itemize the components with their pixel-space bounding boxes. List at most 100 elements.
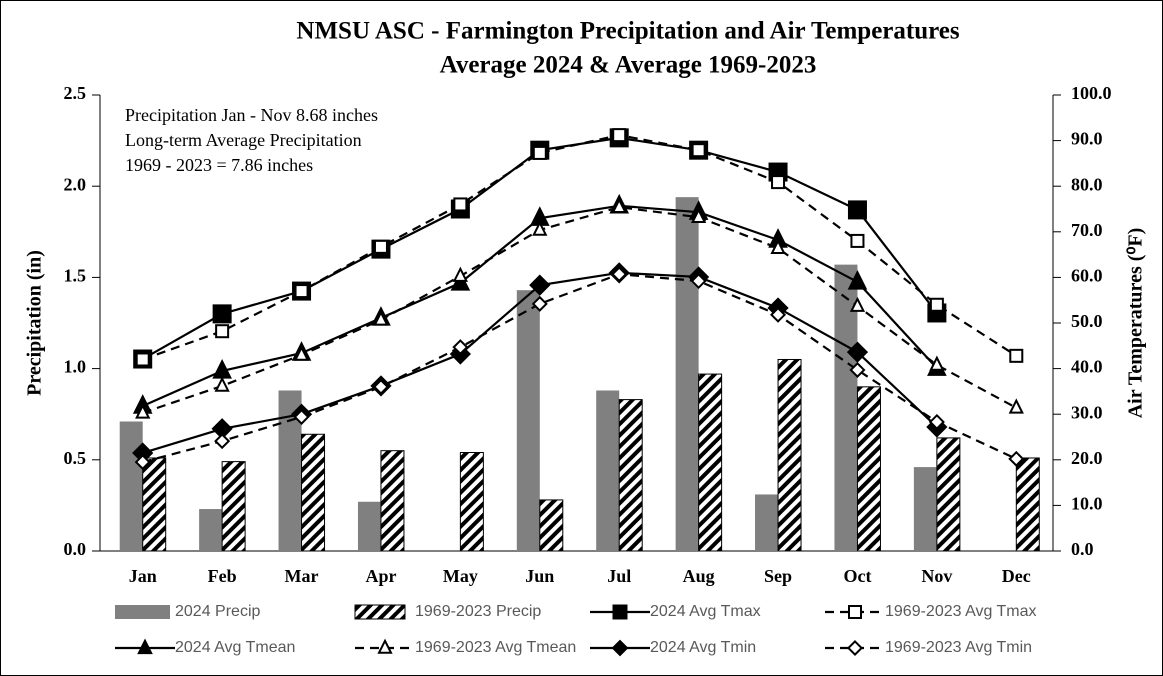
marker <box>691 207 707 224</box>
y-tick-label: 1.5 <box>64 266 87 286</box>
legend-item: 1969-2023 Precip <box>354 603 541 620</box>
marker <box>293 345 310 361</box>
marker <box>928 413 945 430</box>
marker <box>214 376 230 392</box>
legend-item: 2024 Avg Tmean <box>115 638 295 656</box>
bar <box>596 390 620 551</box>
bar <box>755 494 779 551</box>
legend-label: 2024 Precip <box>175 603 260 620</box>
marker <box>453 197 468 212</box>
marker <box>848 605 862 619</box>
marker <box>212 304 232 324</box>
legend-item: 1969-2023 Avg Tmean <box>355 638 576 656</box>
x-tick-label: Jan <box>129 566 157 586</box>
marker <box>846 639 864 657</box>
annotation: Long-term Average Precipitation <box>125 130 362 150</box>
marker <box>847 270 868 290</box>
marker <box>850 233 865 248</box>
legend-label: 1969-2023 Precip <box>415 603 541 620</box>
bar <box>380 450 405 552</box>
legend-label: 1969-2023 Avg Tmean <box>415 639 576 656</box>
x-tick-label: Mar <box>285 566 319 586</box>
bar <box>516 290 540 551</box>
y2-axis-label: Air Temperatures (⁰F) <box>1125 228 1147 419</box>
y-tick-label: 1.0 <box>64 357 87 377</box>
marker <box>373 239 388 254</box>
marker <box>1009 348 1024 363</box>
marker <box>452 339 469 356</box>
marker <box>215 324 230 339</box>
marker <box>612 128 627 143</box>
y2-tick-label: 50.0 <box>1071 311 1103 331</box>
y-tick-label: 2.5 <box>64 83 87 103</box>
chart-title: NMSU ASC - Farmington Precipitation and … <box>296 18 959 45</box>
bar <box>278 390 302 551</box>
legend-label: 2024 Avg Tmean <box>175 639 295 656</box>
bar <box>675 197 699 552</box>
y2-tick-label: 20.0 <box>1071 448 1103 468</box>
marker <box>532 145 547 160</box>
marker <box>929 297 944 312</box>
marker <box>1008 450 1025 467</box>
marker <box>293 408 310 425</box>
marker <box>849 361 866 378</box>
y-tick-label: 2.0 <box>64 174 87 194</box>
bar <box>913 467 937 551</box>
marker <box>611 197 627 213</box>
marker <box>135 403 151 419</box>
marker <box>137 638 153 655</box>
marker <box>529 274 551 296</box>
y2-tick-label: 100.0 <box>1071 83 1112 103</box>
marker <box>612 604 628 620</box>
y-tick-label: 0.0 <box>64 539 87 559</box>
bar <box>357 501 381 551</box>
bar <box>221 461 246 552</box>
marker <box>847 200 867 220</box>
marker <box>691 143 706 158</box>
annotation: 1969 - 2023 = 7.86 inches <box>125 155 313 175</box>
legend-item: 1969-2023 Avg Tmin <box>825 639 1032 656</box>
x-tick-label: Jul <box>607 566 631 586</box>
legend-item: 2024 Avg Tmax <box>590 603 761 620</box>
bar <box>301 433 326 552</box>
marker <box>294 284 309 299</box>
legend-label: 2024 Avg Tmax <box>650 603 761 620</box>
marker <box>372 378 389 395</box>
line <box>142 206 1017 414</box>
x-tick-label: Feb <box>208 566 237 586</box>
bar <box>618 399 643 552</box>
legend-label: 1969-2023 Avg Tmax <box>885 603 1037 620</box>
marker <box>690 273 707 290</box>
legend-label: 1969-2023 Avg Tmin <box>885 639 1032 656</box>
y-tick-label: 0.5 <box>64 448 87 468</box>
marker <box>134 454 151 471</box>
marker <box>929 355 945 371</box>
x-tick-label: Oct <box>843 566 871 586</box>
y-axis-label: Precipitation (in) <box>24 250 46 396</box>
marker <box>771 175 786 190</box>
x-tick-label: May <box>443 566 478 586</box>
y2-tick-label: 60.0 <box>1071 266 1103 286</box>
marker <box>135 352 150 367</box>
x-tick-label: Apr <box>365 566 396 586</box>
y2-tick-label: 30.0 <box>1071 402 1103 422</box>
y2-tick-label: 10.0 <box>1071 494 1103 514</box>
bar <box>777 358 802 552</box>
bar <box>119 421 143 551</box>
bar <box>936 437 961 552</box>
y2-tick-label: 80.0 <box>1071 174 1103 194</box>
marker <box>532 220 548 236</box>
x-tick-label: Dec <box>1002 566 1031 586</box>
x-tick-label: Sep <box>764 566 792 586</box>
annotation: Precipitation Jan - Nov 8.68 inches <box>125 105 378 125</box>
marker <box>373 310 389 326</box>
y2-tick-label: 90.0 <box>1071 129 1103 149</box>
bar <box>199 509 223 551</box>
marker <box>377 638 393 654</box>
x-tick-label: Aug <box>683 566 715 586</box>
bar <box>698 373 723 552</box>
y2-tick-label: 40.0 <box>1071 357 1103 377</box>
